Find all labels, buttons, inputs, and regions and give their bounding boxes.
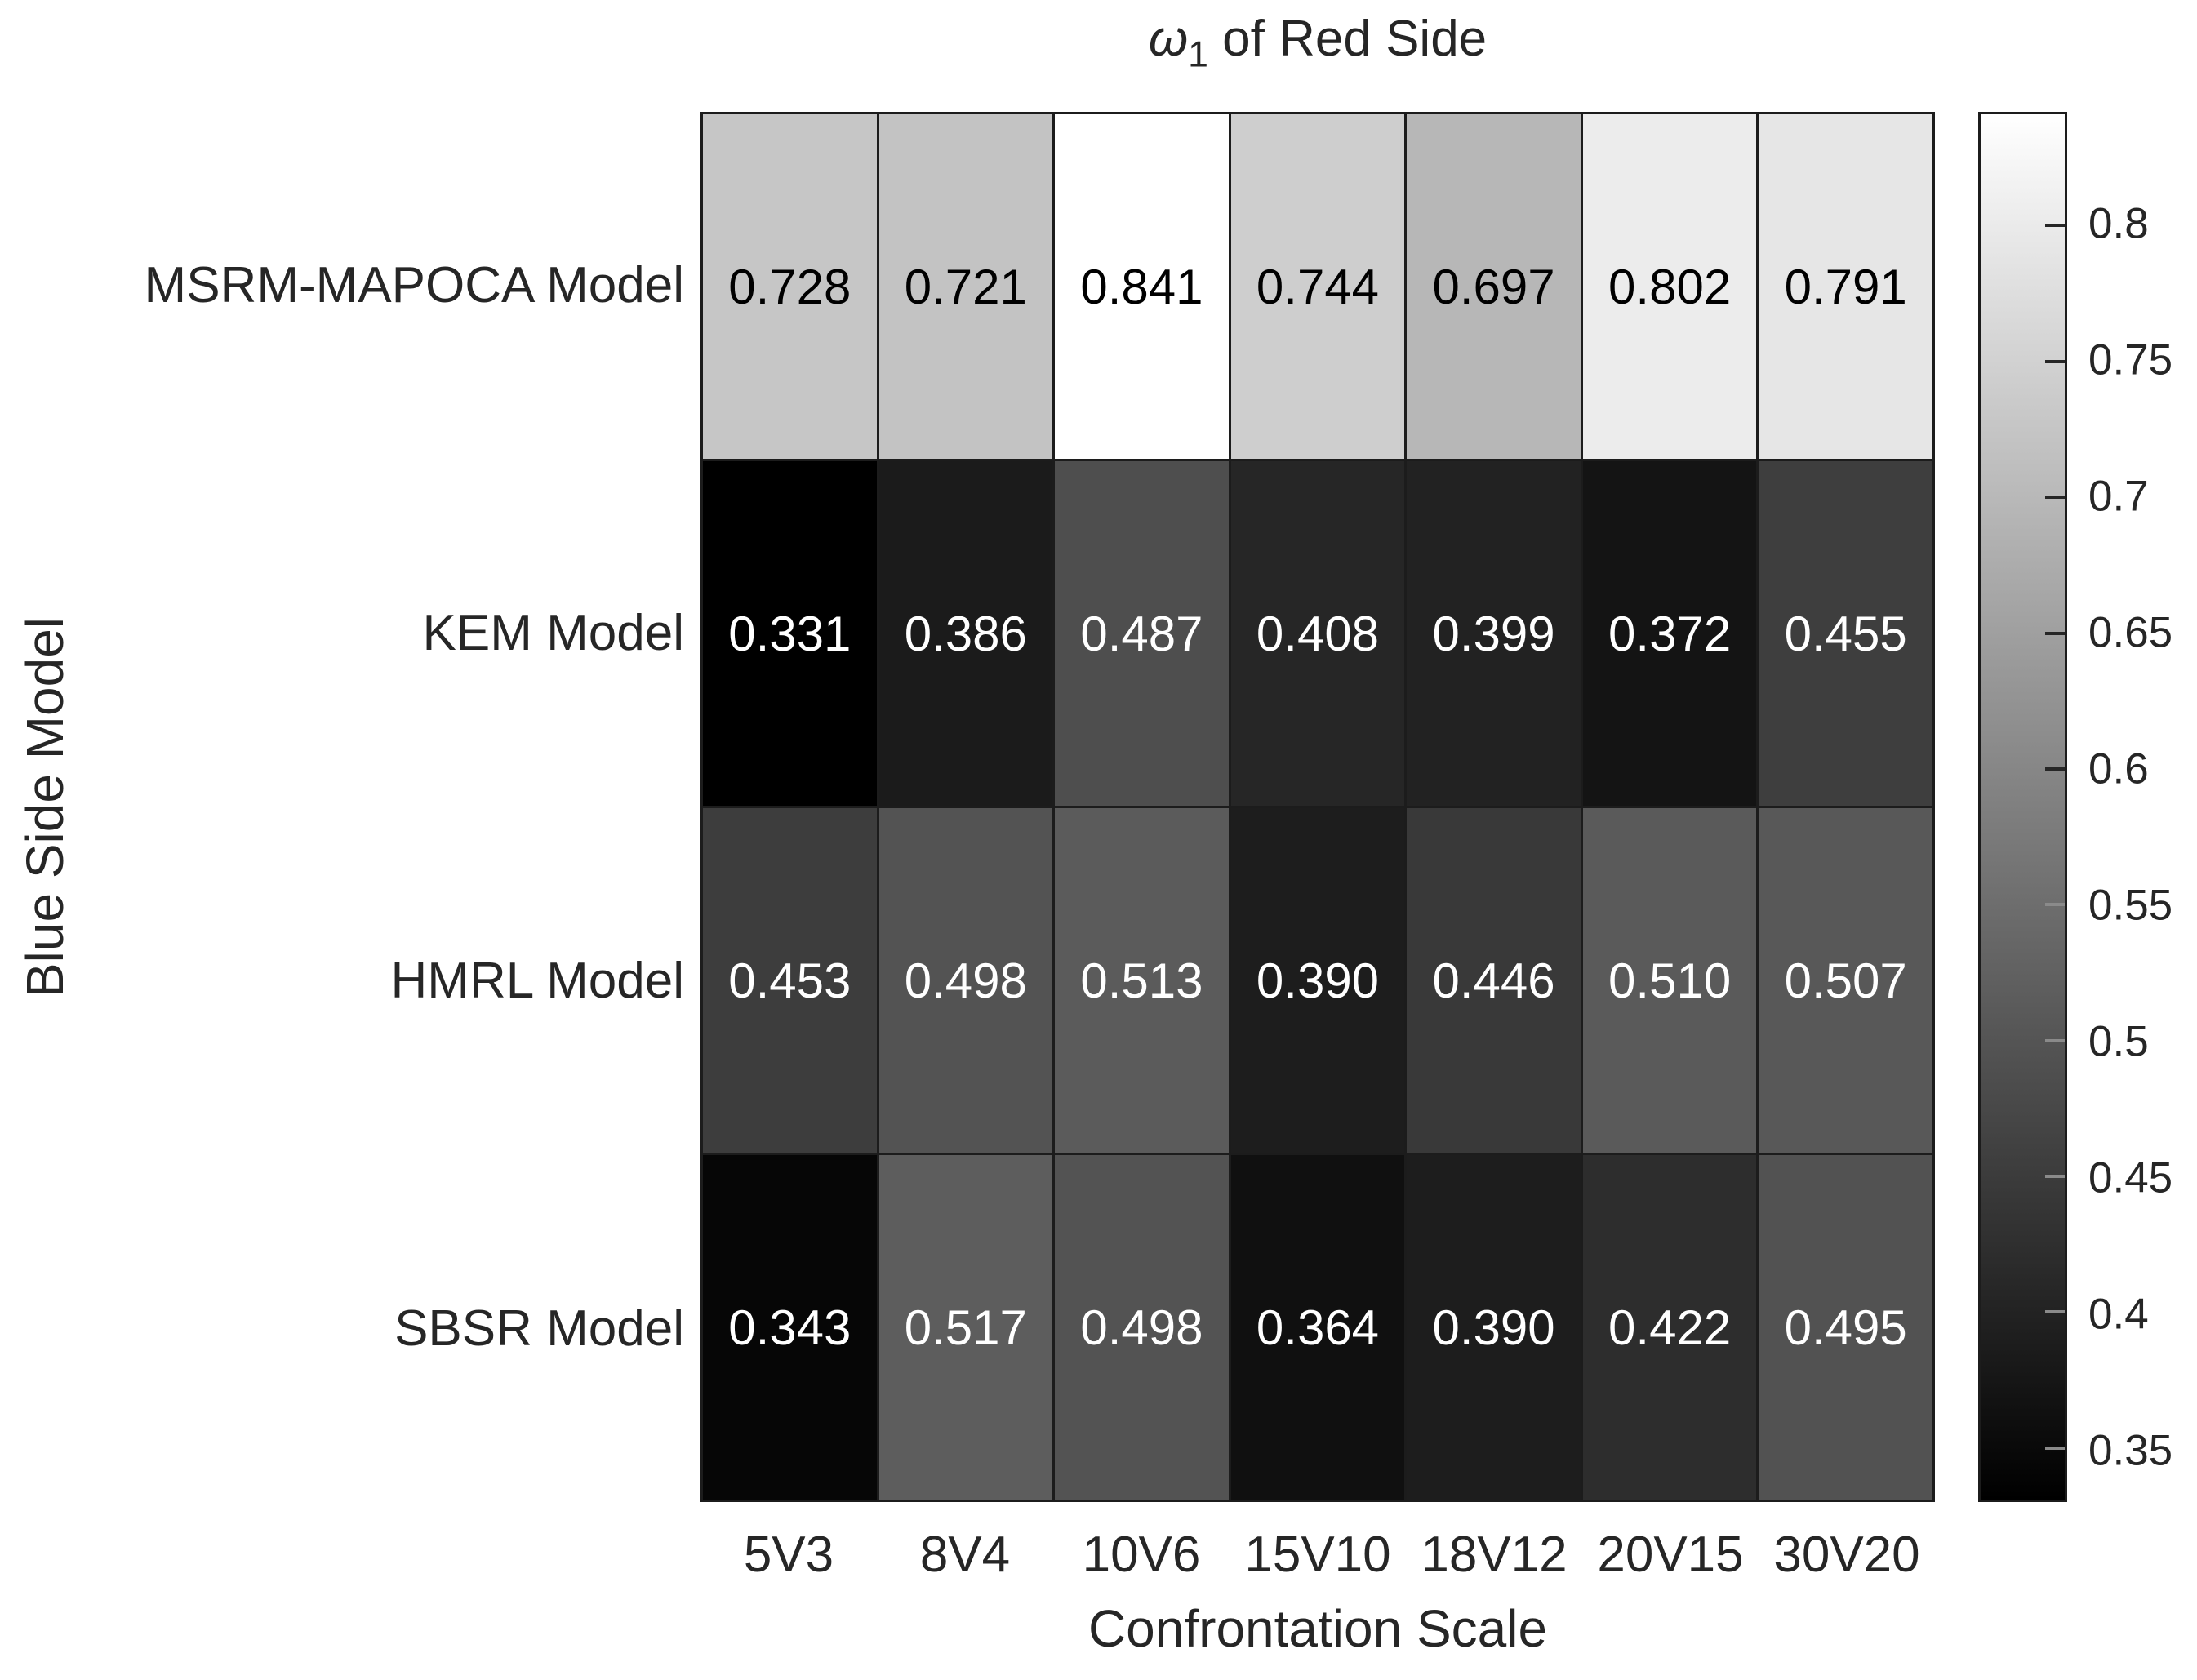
heatmap-cell: 0.517	[878, 1155, 1053, 1500]
heatmap-cell: 0.453	[703, 808, 877, 1153]
colorbar	[1978, 112, 2067, 1502]
heatmap-cell: 0.331	[703, 461, 877, 806]
col-label: 15V10	[1244, 1526, 1391, 1583]
colorbar-tick	[2045, 1038, 2065, 1042]
colorbar-tick	[2045, 1175, 2065, 1179]
row-label: HMRL Model	[390, 952, 684, 1009]
heatmap-cell: 0.386	[878, 461, 1053, 806]
row-labels: MSRM-MAPOCA Model KEM Model HMRL Model SBSR…	[82, 112, 684, 1502]
heatmap-cell: 0.364	[1230, 1155, 1405, 1500]
colorbar-tick	[2045, 767, 2065, 771]
colorbar-tick-label: 0.65	[2088, 608, 2173, 657]
colorbar-tick-label: 0.75	[2088, 336, 2173, 384]
omega-symbol: ω	[1148, 11, 1189, 67]
colorbar-tick-label: 0.4	[2088, 1290, 2149, 1339]
heatmap-cell: 0.510	[1582, 808, 1757, 1153]
heatmap-cell: 0.498	[878, 808, 1053, 1153]
heatmap-cell: 0.487	[1055, 461, 1229, 806]
col-label: 5V3	[743, 1526, 834, 1583]
heatmap-cell: 0.399	[1407, 461, 1581, 806]
colorbar-tick	[2045, 903, 2065, 907]
heatmap-cell: 0.841	[1055, 114, 1229, 459]
heatmap-cell: 0.513	[1055, 808, 1229, 1153]
heatmap-cell: 0.721	[878, 114, 1053, 459]
col-label: 18V12	[1421, 1526, 1568, 1583]
colorbar-tick	[2045, 1446, 2065, 1450]
colorbar-tick-label: 0.55	[2088, 881, 2173, 930]
colorbar-tick-label: 0.35	[2088, 1426, 2173, 1475]
colorbar-tick-label: 0.6	[2088, 744, 2149, 793]
colorbar-tick	[2045, 224, 2065, 228]
heatmap-cell: 0.390	[1230, 808, 1405, 1153]
row-label: SBSR Model	[394, 1300, 684, 1357]
colorbar-tick	[2045, 496, 2065, 500]
heatmap-cell: 0.744	[1230, 114, 1405, 459]
y-axis-title: Blue Side Model	[0, 112, 90, 1502]
col-label: 8V4	[919, 1526, 1011, 1583]
heatmap-cell: 0.343	[703, 1155, 877, 1500]
title-text: of Red Side	[1207, 11, 1488, 67]
col-label: 10V6	[1082, 1526, 1201, 1583]
heatmap-cell: 0.446	[1407, 808, 1581, 1153]
heatmap-cell: 0.498	[1055, 1155, 1229, 1500]
col-label: 20V15	[1597, 1526, 1744, 1583]
heatmap-cell: 0.791	[1759, 114, 1932, 459]
heatmap-grid: 0.728 0.721 0.841 0.744 0.697 0.802 0.791 0.331…	[700, 112, 1935, 1502]
heatmap-cell: 0.802	[1582, 114, 1757, 459]
row-label: KEM Model	[422, 605, 684, 662]
col-label: 30V20	[1773, 1526, 1920, 1583]
row-label: MSRM-MAPOCA Model	[144, 257, 684, 314]
colorbar-tick-label: 0.5	[2088, 1017, 2149, 1066]
heatmap-cell: 0.495	[1759, 1155, 1932, 1500]
colorbar-tick	[2045, 1310, 2065, 1314]
heatmap-cell: 0.408	[1230, 461, 1405, 806]
title-subscript: 1	[1188, 34, 1208, 75]
colorbar-tick-label: 0.8	[2088, 199, 2149, 248]
heatmap-cell: 0.390	[1407, 1155, 1581, 1500]
heatmap-cell: 0.422	[1582, 1155, 1757, 1500]
y-axis-title-text: Blue Side Model	[16, 616, 74, 998]
heatmap-cell: 0.507	[1759, 808, 1932, 1153]
colorbar-tick-label: 0.45	[2088, 1153, 2173, 1202]
colorbar-tick	[2045, 359, 2065, 363]
col-labels: 5V3 8V4 10V6 15V10 18V12 20V15 30V20	[700, 1512, 1935, 1597]
colorbar-tick	[2045, 631, 2065, 635]
heatmap-cell: 0.697	[1407, 114, 1581, 459]
heatmap-cell: 0.455	[1759, 461, 1932, 806]
heatmap-cell: 0.728	[703, 114, 877, 459]
colorbar-tick-label: 0.7	[2088, 472, 2149, 521]
chart-title: ω1 of Red Side	[700, 10, 1935, 73]
x-axis-title: Confrontation Scale	[1087, 1599, 1548, 1658]
heatmap-cell: 0.372	[1582, 461, 1757, 806]
colorbar-labels: 0.8 0.75 0.7 0.65 0.6 0.55 0.5 0.45 0.4 0.35	[2088, 112, 2195, 1502]
